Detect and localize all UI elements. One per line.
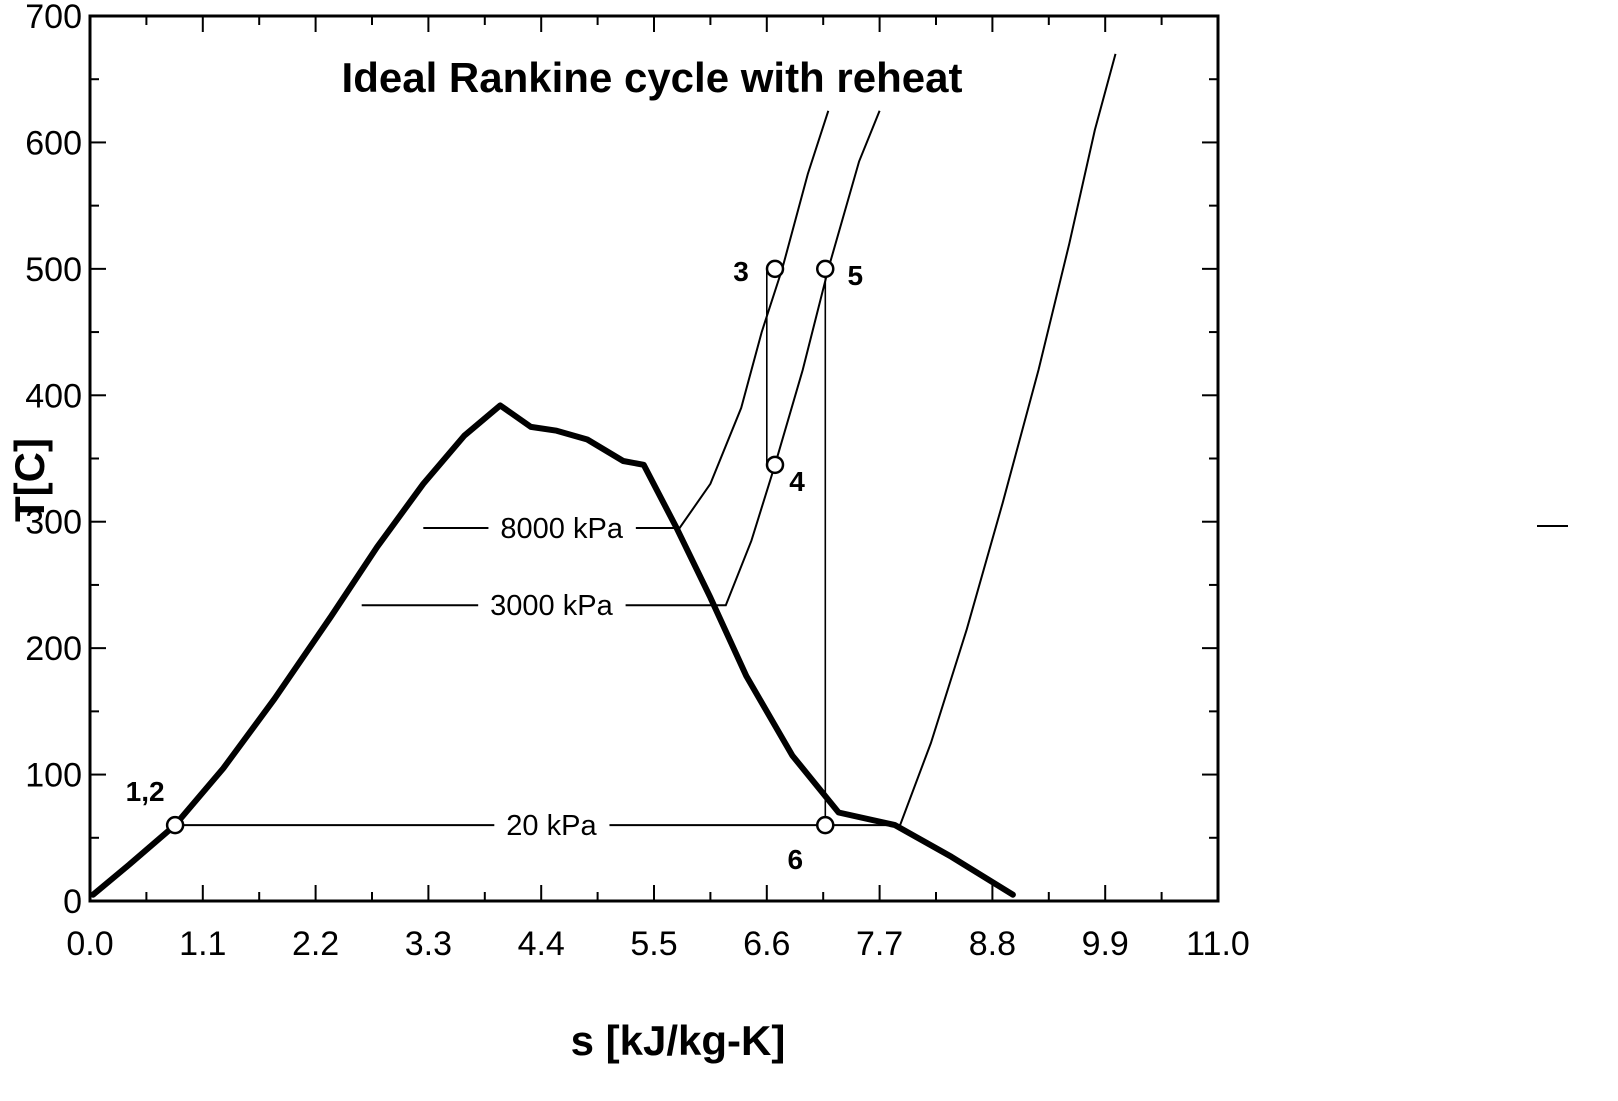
x-tick-label: 7.7 xyxy=(856,925,903,963)
x-tick-label: 6.6 xyxy=(743,925,790,963)
x-tick-label: 2.2 xyxy=(292,925,339,963)
x-tick-label: 5.5 xyxy=(630,925,677,963)
state-point-marker xyxy=(816,815,835,835)
x-tick-label: 11.0 xyxy=(1186,925,1250,963)
state-point-marker xyxy=(765,455,785,475)
y-tick-label: 0 xyxy=(63,883,82,921)
x-tick-label: 0.0 xyxy=(66,925,113,963)
isobar-label-gap xyxy=(494,810,610,843)
saturation-dome xyxy=(90,402,1016,898)
y-tick-label: 200 xyxy=(25,630,82,668)
x-tick-label: 9.9 xyxy=(1082,925,1129,963)
y-tick-labels: 0 100 200 300 400 500 600 700 xyxy=(25,0,82,921)
plot-frame xyxy=(88,14,1220,903)
x-tick-label: 4.4 xyxy=(518,925,565,963)
state-point-marker xyxy=(165,815,185,835)
state-point-marker xyxy=(816,259,835,279)
x-axis-label: s [kJ/kg-K] xyxy=(571,1017,786,1064)
axis-ticks xyxy=(89,15,1219,902)
x-tick-label: 8.8 xyxy=(969,925,1016,963)
isobar-label: 20 kPa xyxy=(506,810,597,842)
isobar-labels: 8000 kPa 3000 kPa 20 kPa xyxy=(478,513,636,843)
state-point-marker xyxy=(765,259,785,279)
isobar-20-kpa xyxy=(175,53,1117,827)
y-tick-label: 700 xyxy=(25,0,82,36)
y-tick-label: 500 xyxy=(25,251,82,289)
state-point-label: 6 xyxy=(787,844,803,875)
y-tick-label: 300 xyxy=(25,504,82,542)
chart-title: Ideal Rankine cycle with reheat xyxy=(342,54,963,101)
state-point-label: 5 xyxy=(847,260,863,291)
isobar-label-gap xyxy=(478,590,626,623)
isobar-label-gap xyxy=(488,513,636,546)
isobar-label: 3000 kPa xyxy=(490,590,613,622)
state-point-label: 1,2 xyxy=(126,776,165,807)
state-point-label: 4 xyxy=(789,466,805,497)
x-tick-labels: 0.0 1.1 2.2 3.3 4.4 5.5 6.6 7.7 8.8 9.9 11.0 xyxy=(66,925,1249,963)
curves xyxy=(90,53,1117,898)
x-tick-label: 3.3 xyxy=(405,925,452,963)
state-point-label: 3 xyxy=(733,256,749,287)
y-tick-label: 100 xyxy=(25,757,82,795)
x-tick-label: 1.1 xyxy=(179,925,226,963)
y-tick-label: 600 xyxy=(25,124,82,162)
y-tick-label: 400 xyxy=(25,377,82,415)
isobar-label: 8000 kPa xyxy=(500,513,623,545)
y-axis-label: T[C] xyxy=(6,438,53,522)
state-points: 1,2 3 4 5 6 xyxy=(126,256,863,875)
